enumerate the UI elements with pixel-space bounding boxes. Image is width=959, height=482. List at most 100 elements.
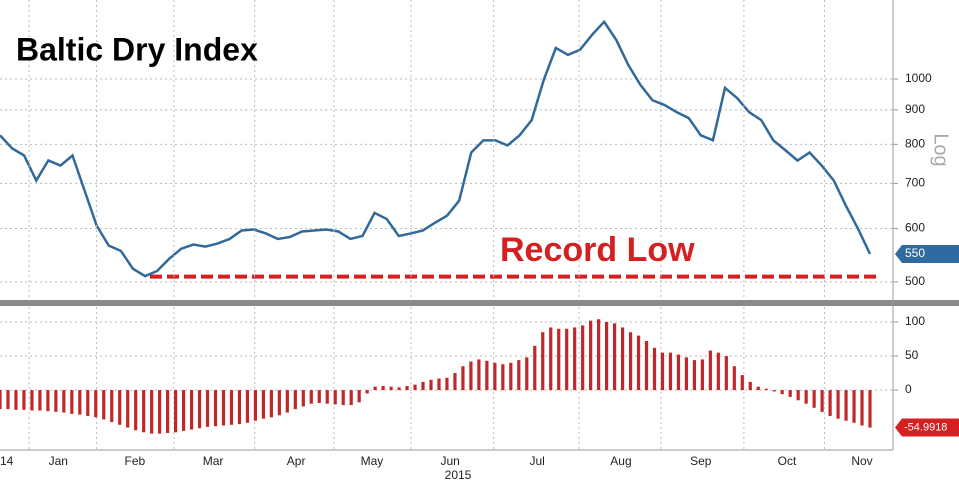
bar — [437, 378, 441, 391]
bar — [620, 327, 625, 391]
bar — [237, 390, 242, 425]
x-tick-label: Jun — [440, 454, 459, 468]
bar — [293, 390, 297, 410]
bar — [189, 390, 194, 430]
y-tick-label: 500 — [905, 274, 925, 288]
bar — [205, 390, 210, 427]
y-tick-label: 100 — [905, 314, 925, 328]
line-series — [0, 19, 872, 278]
bar — [46, 390, 50, 412]
bar — [70, 390, 74, 414]
bar — [6, 390, 10, 410]
bar — [373, 386, 377, 391]
bar — [110, 390, 114, 423]
bar — [581, 325, 585, 391]
bar — [724, 356, 728, 391]
bar — [461, 366, 465, 391]
bar — [38, 390, 42, 411]
bar — [94, 390, 98, 418]
bar — [660, 352, 665, 391]
bar — [509, 362, 513, 391]
bar — [285, 390, 289, 413]
bar — [812, 390, 816, 408]
bar — [525, 357, 529, 391]
bar — [772, 390, 776, 392]
bar — [708, 350, 712, 391]
bar — [158, 390, 162, 434]
bar — [405, 385, 409, 391]
panel-divider — [0, 300, 959, 306]
bar — [692, 360, 697, 391]
bar — [612, 323, 617, 391]
bar — [501, 364, 505, 391]
bar — [628, 332, 633, 391]
x-tick-label: Aug — [610, 454, 631, 468]
bar — [197, 390, 202, 429]
y-tick-label: 900 — [905, 102, 925, 116]
bar — [357, 390, 361, 403]
x-tick-label: Nov — [851, 454, 872, 468]
bar — [213, 390, 218, 427]
bar — [836, 390, 840, 419]
bar — [134, 390, 138, 431]
y-tick-label: 700 — [905, 176, 925, 190]
bar — [748, 381, 752, 391]
annotation: Record Low — [500, 231, 695, 269]
bar — [445, 377, 449, 391]
bar — [716, 352, 720, 391]
bar — [14, 390, 18, 410]
bar — [573, 327, 577, 391]
bar — [756, 386, 760, 391]
x-tick-label: Sep — [690, 454, 712, 468]
value-tag — [895, 418, 959, 437]
y-tick-label: 50 — [905, 348, 919, 362]
bar — [349, 390, 353, 406]
bar — [365, 390, 369, 394]
bar — [301, 390, 305, 407]
bar — [181, 390, 186, 431]
bar — [565, 328, 569, 391]
bar — [277, 390, 281, 416]
bar — [844, 390, 848, 421]
bar — [804, 390, 808, 404]
bar — [429, 379, 433, 391]
y-axis-label: Log — [930, 133, 952, 166]
bar — [780, 390, 784, 395]
x-tick-label: May — [361, 454, 384, 468]
bar — [333, 390, 337, 405]
y-tick-label: 1000 — [905, 71, 932, 85]
bar — [86, 390, 90, 416]
bar — [764, 388, 768, 391]
last-value-label: -54.9918 — [904, 421, 947, 433]
bar — [78, 390, 82, 415]
bar — [245, 390, 250, 423]
bar — [549, 327, 553, 391]
bar — [221, 390, 226, 426]
bar — [453, 373, 457, 391]
bar — [589, 320, 593, 391]
bar — [517, 360, 521, 391]
bar — [54, 390, 58, 412]
bar — [421, 381, 425, 391]
bar — [852, 390, 856, 423]
bar — [381, 385, 385, 391]
bar — [142, 390, 146, 433]
bar — [652, 347, 657, 391]
bar — [533, 345, 537, 391]
bar — [740, 375, 744, 391]
bar — [828, 390, 832, 416]
bar — [397, 387, 401, 391]
bar — [676, 354, 681, 391]
bar — [700, 359, 704, 391]
bar — [118, 390, 122, 425]
y-tick-label: 800 — [905, 137, 925, 151]
last-value-label: 550 — [905, 246, 925, 260]
bar — [173, 390, 178, 433]
x-tick-label: Jul — [529, 454, 544, 468]
bar — [477, 359, 481, 391]
bar — [644, 341, 649, 391]
bar — [253, 390, 258, 421]
bar — [229, 390, 234, 425]
